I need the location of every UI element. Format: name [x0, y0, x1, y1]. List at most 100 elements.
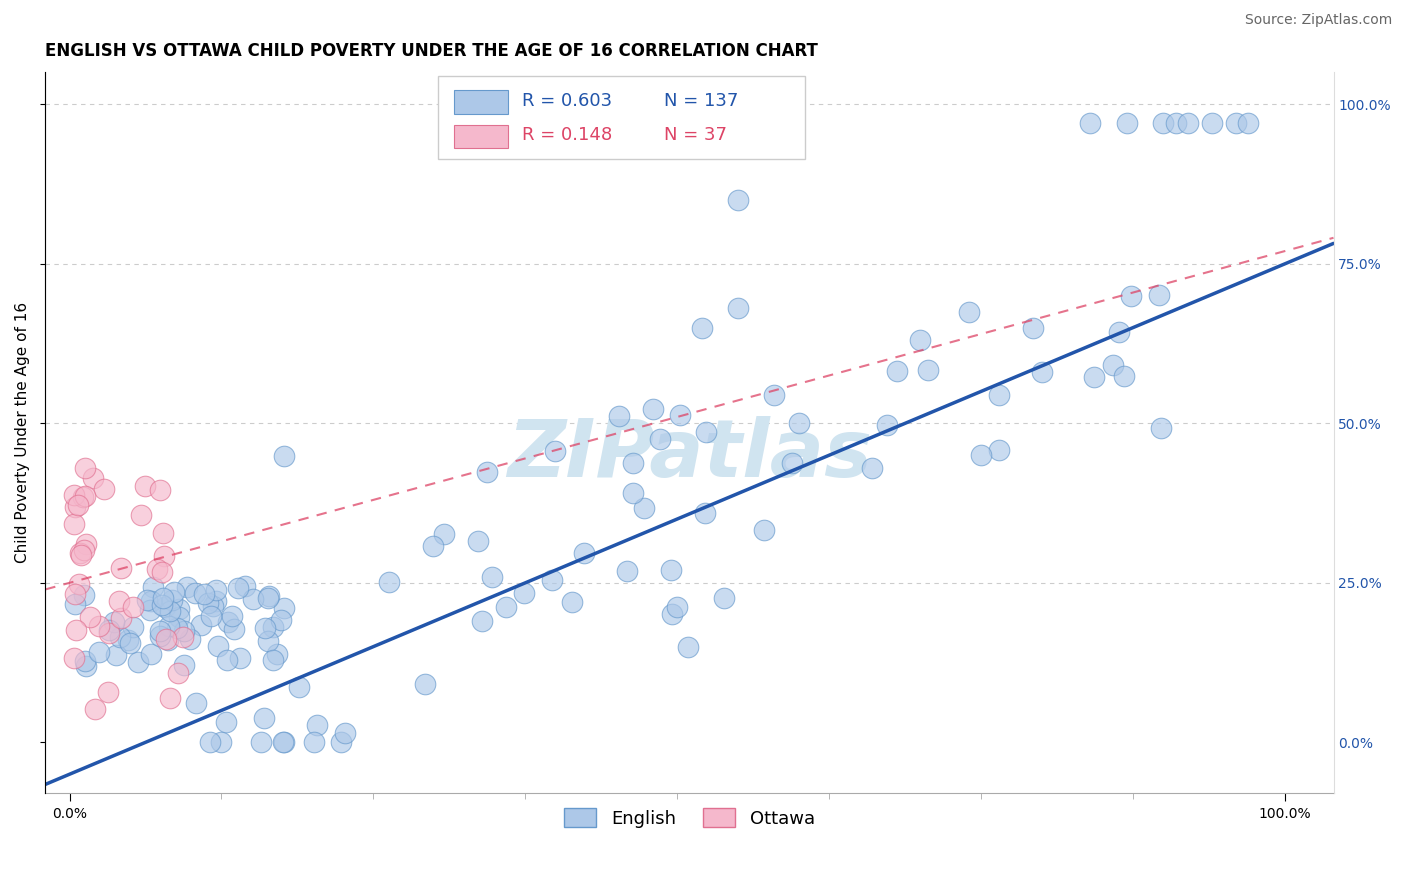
Point — [333, 726, 356, 740]
Point — [217, 615, 239, 630]
Point — [103, 615, 125, 630]
Point — [117, 633, 139, 648]
FancyBboxPatch shape — [439, 76, 806, 159]
Point — [75, 654, 97, 668]
Point — [129, 508, 152, 522]
Point — [540, 574, 562, 588]
Point — [108, 630, 131, 644]
Point — [173, 658, 195, 673]
Point — [87, 645, 110, 659]
Point — [142, 580, 165, 594]
Point — [1031, 365, 1053, 379]
Point — [782, 456, 804, 470]
Point — [167, 666, 190, 681]
Point — [159, 691, 181, 706]
Point — [307, 718, 329, 732]
Point — [152, 591, 174, 605]
Point — [273, 449, 295, 463]
Text: R = 0.603: R = 0.603 — [522, 92, 612, 111]
Point — [166, 621, 188, 635]
Point — [271, 735, 294, 749]
Text: R = 0.148: R = 0.148 — [522, 126, 612, 145]
Point — [1083, 370, 1105, 384]
Point — [93, 482, 115, 496]
Point — [184, 586, 207, 600]
Point — [155, 599, 177, 614]
Point — [273, 735, 295, 749]
Point — [110, 610, 132, 624]
Point — [157, 633, 180, 648]
Point — [876, 417, 898, 432]
Point — [616, 564, 638, 578]
Point — [138, 603, 160, 617]
Point — [669, 409, 692, 423]
Point — [202, 599, 225, 614]
Point — [205, 594, 228, 608]
Point — [229, 651, 252, 665]
Point — [1114, 368, 1136, 383]
Point — [910, 334, 932, 348]
Point — [257, 633, 280, 648]
Point — [252, 711, 274, 725]
Point — [678, 640, 700, 654]
Point — [149, 483, 172, 497]
Y-axis label: Child Poverty Under the Age of 16: Child Poverty Under the Age of 16 — [15, 302, 30, 564]
Point — [713, 591, 735, 606]
Point — [127, 656, 149, 670]
Point — [197, 596, 219, 610]
Point — [477, 465, 499, 479]
Point — [762, 388, 785, 402]
Point — [1152, 116, 1174, 130]
Text: N = 37: N = 37 — [664, 126, 727, 145]
Point — [87, 619, 110, 633]
Point — [70, 548, 93, 562]
Point — [690, 320, 713, 334]
Point — [82, 471, 104, 485]
Point — [65, 623, 87, 637]
Point — [330, 735, 353, 749]
Point — [1177, 116, 1199, 130]
Point — [204, 582, 226, 597]
Point — [207, 639, 229, 653]
Point — [988, 388, 1011, 402]
Point — [648, 432, 671, 446]
Point — [221, 609, 243, 624]
Point — [665, 599, 688, 614]
Point — [987, 443, 1010, 458]
Point — [288, 680, 311, 694]
Point — [75, 489, 97, 503]
Point — [63, 516, 86, 531]
Point — [122, 600, 145, 615]
Point — [1164, 116, 1187, 130]
Point — [917, 363, 939, 377]
Point — [160, 592, 183, 607]
Point — [1147, 288, 1170, 302]
Point — [98, 626, 121, 640]
Point — [1116, 116, 1139, 130]
Point — [661, 607, 683, 622]
Point — [727, 193, 749, 207]
Point — [262, 620, 284, 634]
Point — [193, 587, 215, 601]
Point — [253, 621, 276, 635]
Point — [135, 592, 157, 607]
Point — [1150, 421, 1173, 435]
Point — [67, 498, 90, 512]
Point — [167, 609, 190, 624]
Point — [134, 479, 156, 493]
Legend: English, Ottawa: English, Ottawa — [557, 801, 823, 835]
Point — [643, 402, 665, 417]
Point — [481, 570, 503, 584]
Point — [659, 563, 682, 577]
Point — [118, 636, 141, 650]
Point — [146, 562, 169, 576]
Point — [173, 624, 195, 639]
Text: ZIPatlas: ZIPatlas — [508, 416, 872, 493]
Point — [262, 653, 284, 667]
Point — [266, 648, 288, 662]
Point — [65, 500, 87, 515]
Point — [957, 304, 980, 318]
Point — [574, 546, 596, 560]
Point — [633, 501, 655, 516]
Point — [179, 632, 201, 646]
